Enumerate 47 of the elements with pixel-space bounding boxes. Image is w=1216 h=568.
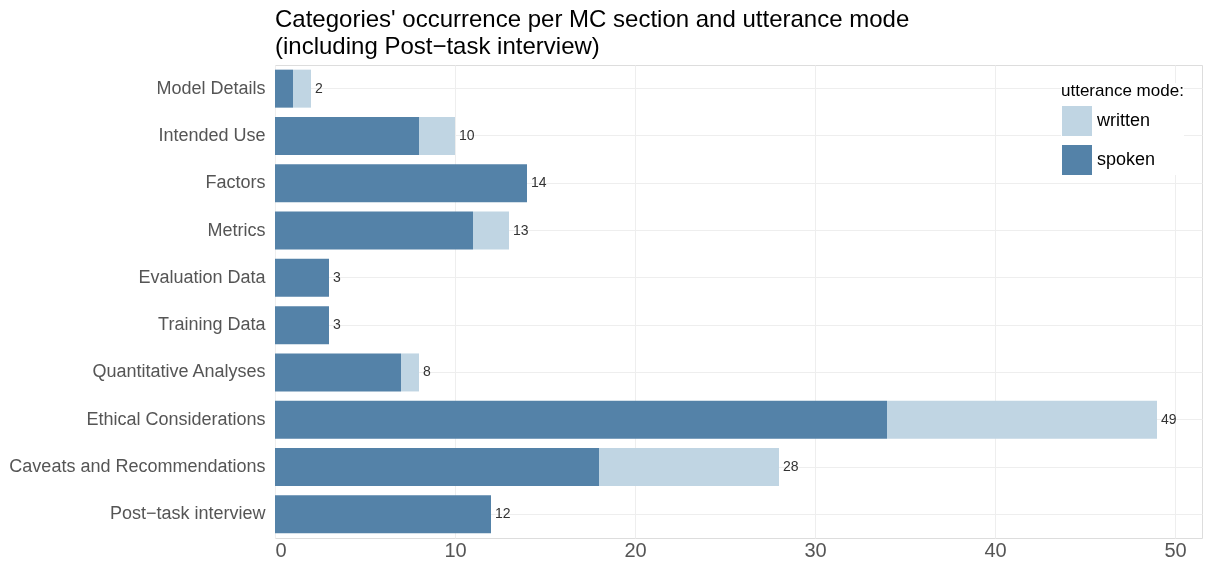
y-tick-label: Post−task interview	[109, 503, 267, 524]
y-tick-label: Metrics	[207, 219, 266, 240]
bar	[419, 116, 455, 155]
bar	[275, 116, 419, 155]
y-tick-label: Quantitative Analyses	[92, 361, 266, 382]
legend-label: written	[1096, 110, 1151, 130]
y-tick-label: Model Details	[156, 77, 266, 98]
y-tick-label: Ethical Considerations	[86, 408, 266, 429]
x-tick-label: 0	[275, 538, 287, 561]
bar	[887, 400, 1157, 439]
bar	[599, 448, 779, 487]
total-label: 3	[333, 316, 341, 333]
y-tick-label: Training Data	[158, 314, 267, 335]
bar	[293, 69, 311, 108]
total-label: 10	[459, 126, 475, 143]
bar	[275, 69, 293, 108]
bar	[401, 353, 419, 392]
y-tick-label: Caveats and Recommendations	[9, 456, 266, 477]
bar	[275, 211, 473, 250]
total-label: 49	[1161, 410, 1177, 427]
bar	[275, 306, 329, 345]
chart-subtitle: (including Post−task interview)	[275, 32, 600, 59]
y-tick-label: Evaluation Data	[138, 266, 267, 287]
total-label: 8	[423, 363, 431, 380]
x-tick-label: 40	[984, 538, 1007, 561]
y-tick-label: Factors	[205, 172, 266, 193]
total-label: 12	[495, 505, 511, 522]
legend-label: spoken	[1097, 149, 1156, 169]
x-tick-label: 20	[624, 538, 647, 561]
bar	[275, 353, 401, 392]
bar	[275, 448, 599, 487]
bar	[275, 400, 887, 439]
y-tick-label: Intended Use	[158, 124, 266, 145]
total-label: 3	[333, 268, 341, 285]
legend-title: utterance mode:	[1061, 81, 1184, 100]
chart-title: Categories' occurrence per MC section and utterance mode	[275, 5, 910, 32]
x-tick-label: 30	[804, 538, 827, 561]
total-label: 2	[315, 79, 323, 96]
bar	[473, 211, 509, 250]
x-tick-label: 10	[444, 538, 467, 561]
x-tick-label: 50	[1164, 538, 1187, 561]
bar	[275, 495, 491, 534]
total-label: 28	[783, 458, 799, 475]
bar	[275, 164, 527, 203]
bar	[275, 258, 329, 297]
total-label: 14	[531, 174, 547, 191]
total-label: 13	[513, 221, 529, 238]
